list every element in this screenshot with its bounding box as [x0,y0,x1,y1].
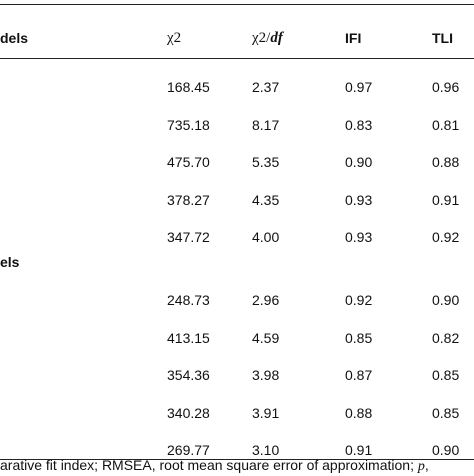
header-text: χ2 [167,30,182,46]
cell: 0.92 [345,292,373,308]
cell: 0.93 [345,191,373,208]
cell: 354.36 [167,367,210,383]
cell: 0.85 [432,404,460,421]
cell: 2.37 [252,79,280,95]
cell: 0.92 [432,229,460,245]
cell: 3.91 [252,404,280,421]
section-label: els [0,254,20,270]
cell: 0.97 [345,79,373,95]
header-italic: df [270,30,283,46]
cell: 0.91 [345,442,373,458]
cell: 413.15 [167,329,210,346]
cell: 0.83 [345,116,373,133]
cell: 735.18 [167,116,210,133]
cell: 4.35 [252,191,280,208]
cell: 8.17 [252,116,280,133]
cell: 0.90 [432,292,460,308]
cell: 248.73 [167,292,210,308]
header-rule [0,58,474,59]
cell: 340.28 [167,404,210,421]
cell: 2.96 [252,292,280,308]
footer-text: arative fit index; RMSEA, root mean squa… [0,457,418,473]
header-text: TLI [432,30,453,46]
cell: 0.96 [432,79,460,95]
column-header: χ2/df [252,29,283,47]
cell: 0.81 [432,116,460,133]
column-header: IFI [345,29,361,47]
cell: 0.85 [432,367,460,383]
column-header: χ2 [167,29,181,47]
cell: 347.72 [167,229,210,245]
cell: 168.45 [167,79,210,95]
cell: 0.88 [432,154,460,170]
cell: 0.82 [432,329,460,346]
cell: 0.91 [432,191,460,208]
cell: 269.77 [167,442,210,458]
cell: 3.10 [252,442,280,458]
column-header: TLI [432,29,453,47]
cell: 0.93 [345,229,373,245]
top-rule [0,4,474,5]
cell: 0.90 [432,442,460,458]
header-text: IFI [345,30,362,46]
cell: 0.90 [345,154,373,170]
footer: arative fit index; RMSEA, root mean squa… [0,456,429,476]
cell: 0.85 [345,329,373,346]
stub-header: dels [0,30,29,46]
bottom-rule [0,459,474,460]
cell: 475.70 [167,154,210,170]
cell: 0.88 [345,404,373,421]
footer-italic: p [417,459,425,474]
header-text: χ2/ [252,30,271,46]
cell: 0.87 [345,367,373,383]
footer-end: , [424,457,429,473]
cell: 4.00 [252,229,280,245]
cell: 3.98 [252,367,280,383]
cell: 4.59 [252,329,280,346]
cell: 378.27 [167,191,210,208]
cell: 5.35 [252,154,280,170]
